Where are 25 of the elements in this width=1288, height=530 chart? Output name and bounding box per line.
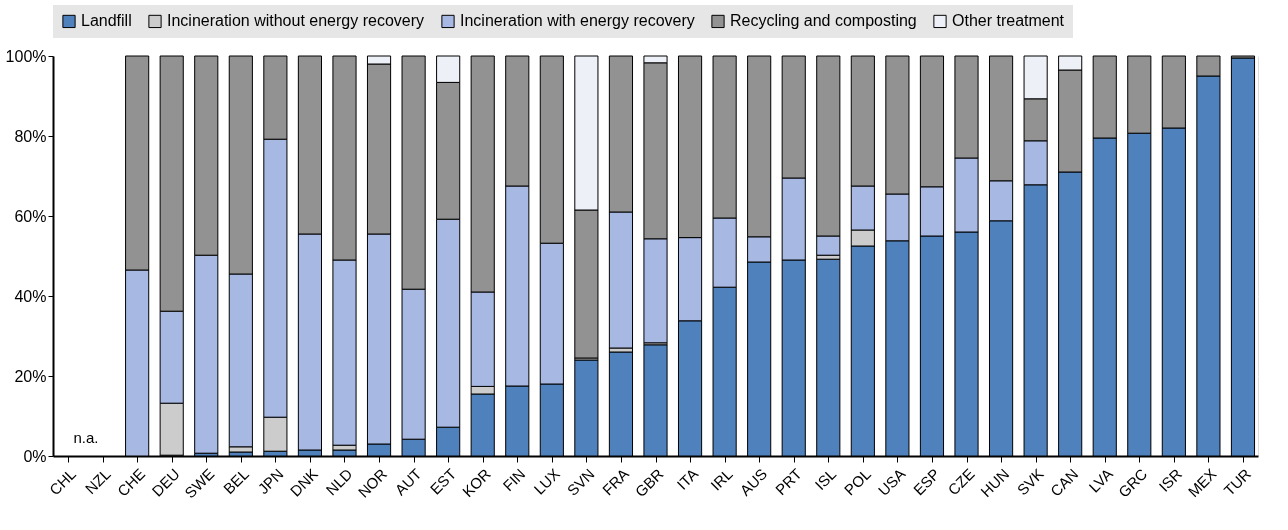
legend-label: Landfill (81, 12, 132, 30)
x-tick-label: ITA (673, 465, 702, 493)
x-tick-label: FIN (499, 465, 529, 495)
x-tick-label: LVA (1085, 465, 1116, 496)
y-tick-label: 80% (14, 127, 47, 145)
x-tick-label: NZL (81, 465, 114, 498)
x-tick-label: CHL (45, 465, 80, 499)
y-tick-label: 0% (23, 447, 47, 465)
x-tick-label: IRL (707, 465, 736, 494)
legend-label: Incineration with energy recovery (460, 12, 695, 30)
x-tick-label: TUR (1220, 464, 1255, 499)
legend-label: Recycling and composting (730, 12, 917, 30)
x-tick-label: ISL (811, 465, 840, 494)
y-tick-label: 20% (14, 367, 47, 385)
y-tick-label: 100% (5, 47, 47, 65)
x-tick-label: ISR (1155, 464, 1186, 495)
y-tick-label: 40% (14, 287, 47, 305)
legend-label: Incineration without energy recovery (167, 12, 425, 30)
x-tick-label: POL (840, 465, 874, 499)
x-tick-label: JPN (254, 465, 287, 498)
x-tick-label: USA (874, 465, 909, 499)
legend-label: Other treatment (952, 12, 1065, 30)
annotation: n.a. (73, 429, 99, 446)
y-tick-label: 60% (14, 207, 47, 225)
x-tick-label: BEL (219, 465, 252, 498)
